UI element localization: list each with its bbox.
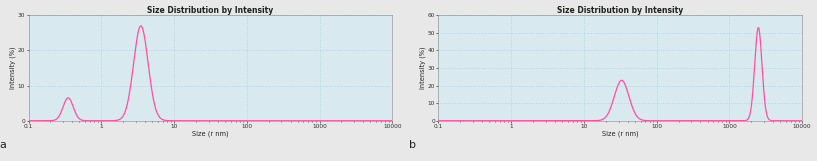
Y-axis label: Intensity (%): Intensity (%) (10, 47, 16, 89)
Title: Size Distribution by Intensity: Size Distribution by Intensity (147, 6, 274, 14)
Y-axis label: Intensity (%): Intensity (%) (420, 47, 426, 89)
X-axis label: Size (r nm): Size (r nm) (602, 131, 639, 137)
Title: Size Distribution by Intensity: Size Distribution by Intensity (557, 6, 684, 14)
X-axis label: Size (r nm): Size (r nm) (192, 131, 229, 137)
Text: b: b (409, 140, 417, 150)
Text: a: a (0, 140, 7, 150)
